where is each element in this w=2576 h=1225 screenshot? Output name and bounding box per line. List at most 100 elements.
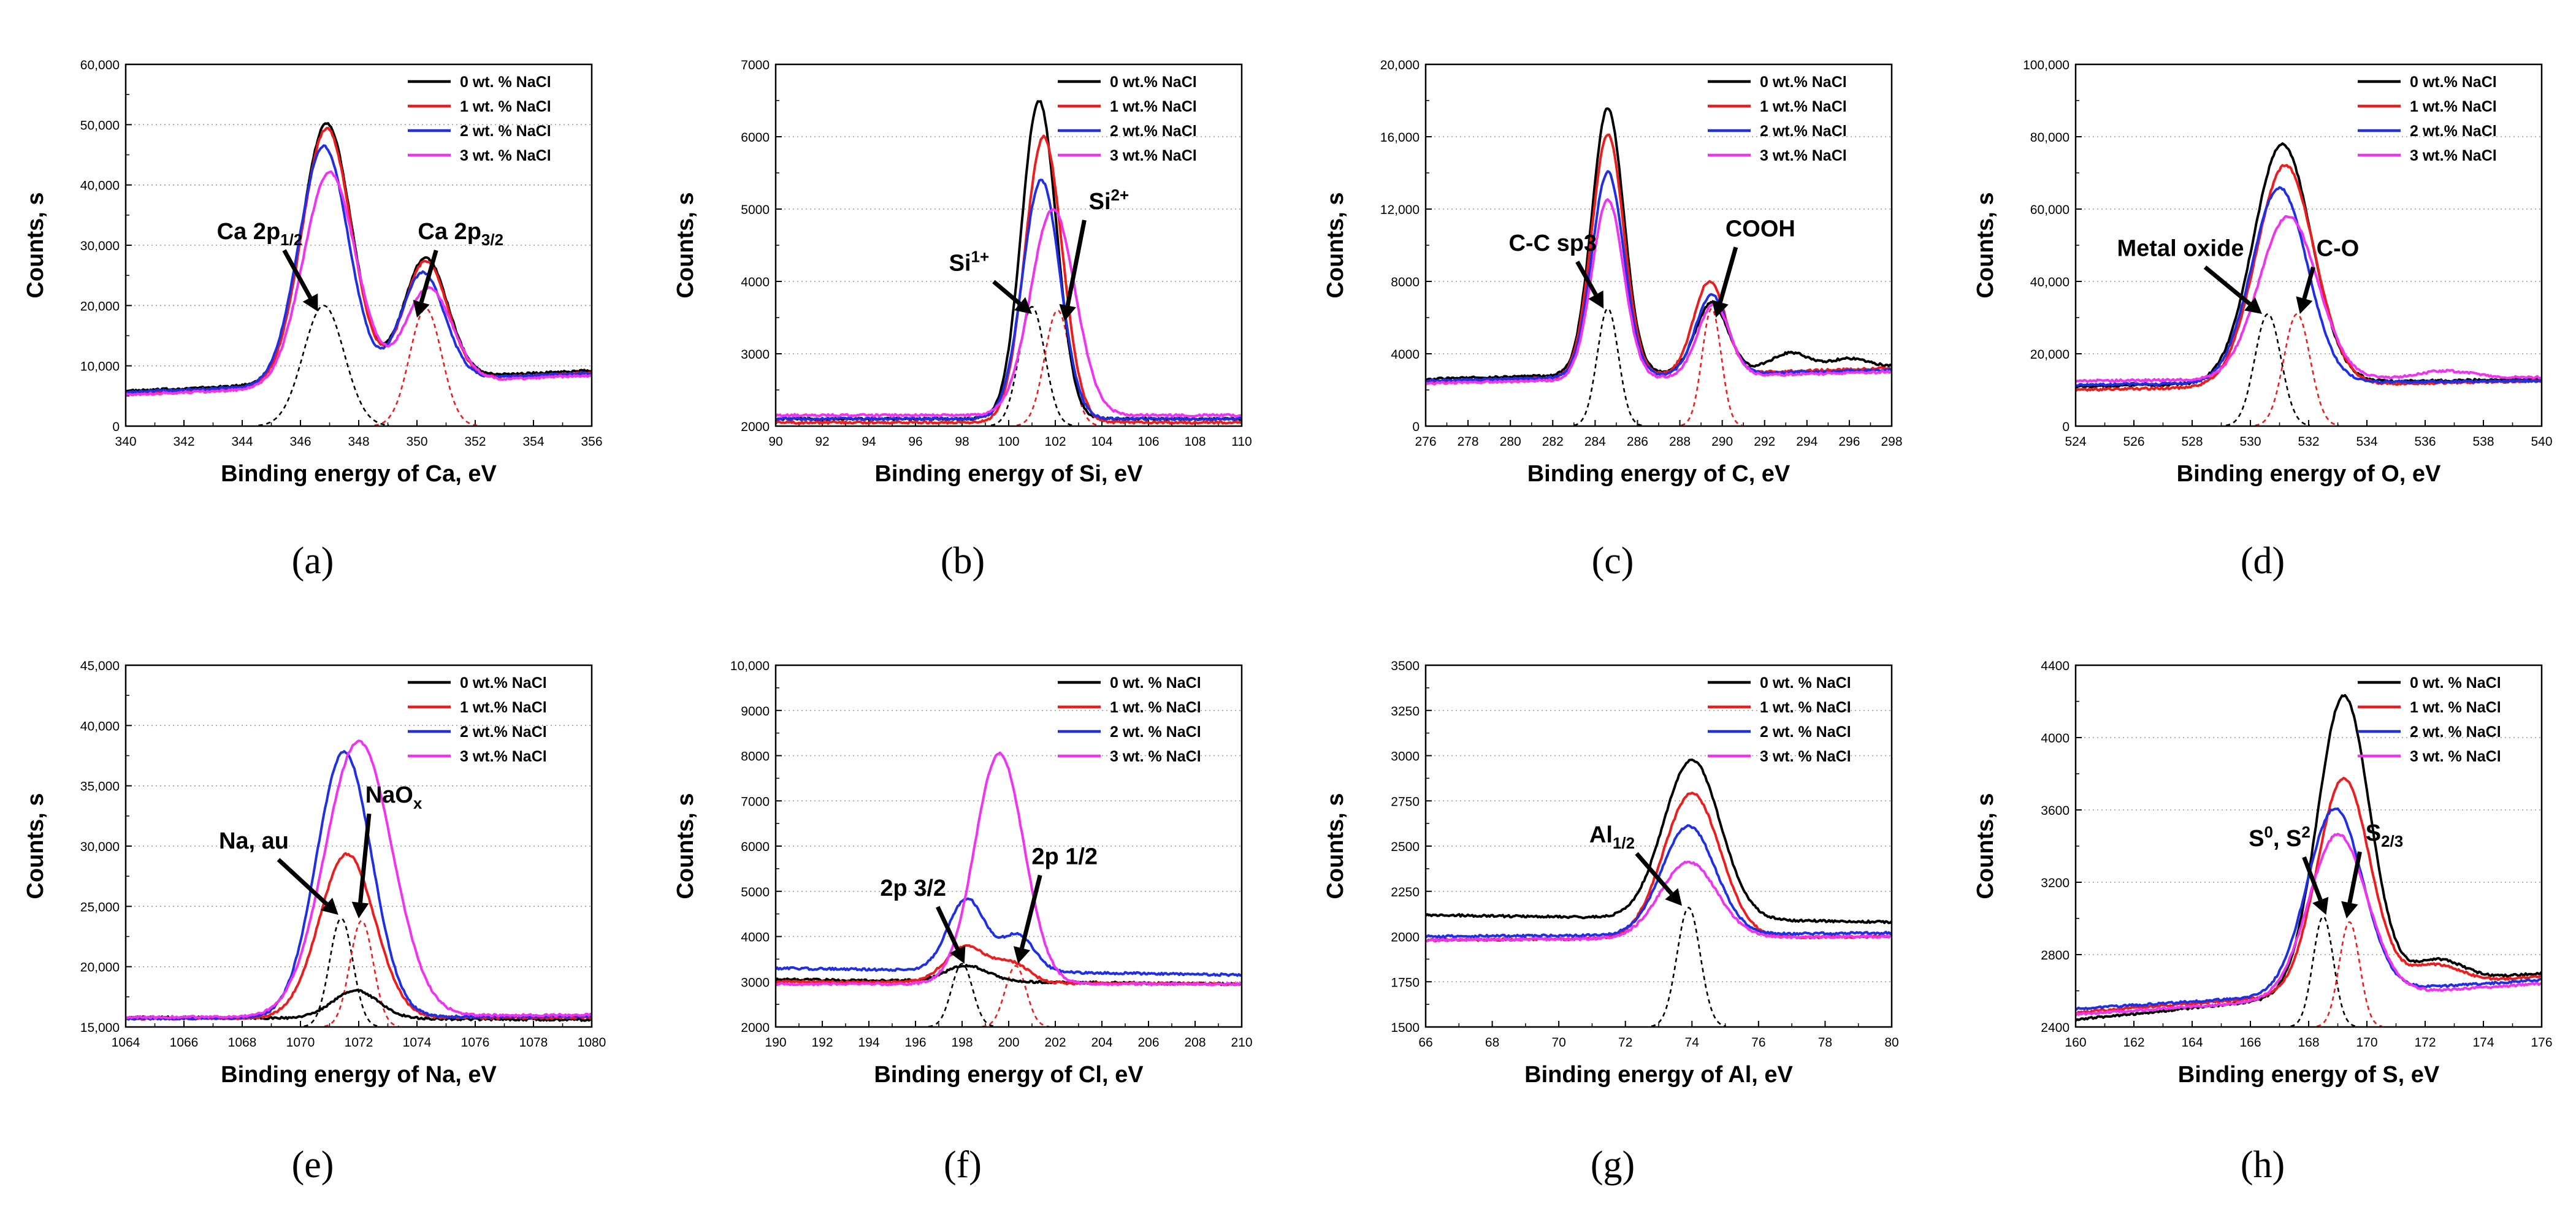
panel-e-x-axis-title: Binding energy of Na, eV — [221, 1062, 497, 1088]
panel-h-legend-label: 3 wt. % NaCl — [2410, 748, 2501, 765]
panel-g-xtick-label: 80 — [1884, 1036, 1898, 1050]
panel-g-ytick-label: 1750 — [1391, 975, 1420, 990]
panel-b-legend-label: 2 wt.% NaCl — [1110, 123, 1197, 140]
panel-g-y-axis-title: Counts, s — [1323, 793, 1348, 899]
panel-a-ytick-label: 40,000 — [80, 179, 120, 193]
panel-f-label: (f) — [944, 1144, 982, 1186]
panel-d-xtick-label: 524 — [2065, 435, 2086, 449]
panel-a-plot-frame — [124, 63, 593, 427]
panel-f-xtick-label: 192 — [811, 1036, 833, 1050]
panel-e-plot-frame — [124, 664, 593, 1028]
panel-c-ytick-label: 8000 — [1391, 275, 1420, 289]
panel-a-annotation-arrow-1 — [282, 249, 313, 299]
panel-f-legend-label: 0 wt. % NaCl — [1110, 674, 1201, 692]
panel-h-annotation-arrow-1 — [2302, 856, 2323, 901]
panel-a-xtick-label: 346 — [289, 435, 311, 449]
panel-a-label: (a) — [292, 540, 334, 582]
panel-e-legend-label: 2 wt.% NaCl — [460, 723, 547, 741]
panel-a-ytick-label: 10,000 — [80, 360, 120, 374]
panel-c-xtick-label: 280 — [1500, 435, 1521, 449]
panel-e-annotation-arrowhead-2 — [351, 901, 369, 918]
panel-c-xtick-label: 278 — [1458, 435, 1479, 449]
panel-a-legend-label: 2 wt. % NaCl — [460, 123, 551, 140]
panel-c-series-line-3 — [1426, 198, 1892, 386]
panel-f-ytick-label: 6000 — [741, 840, 770, 854]
panel-g-x-axis-title: Binding energy of Al, eV — [1524, 1062, 1793, 1088]
panel-d-ytick-label: 60,000 — [2030, 203, 2070, 217]
panel-c-xtick-label: 296 — [1838, 435, 1860, 449]
panel-a-ytick-label: 30,000 — [80, 239, 120, 253]
panel-f-ytick-label: 9000 — [741, 704, 770, 719]
panel-g-legend-label: 1 wt. % NaCl — [1760, 699, 1851, 716]
panel-b-legend-label: 0 wt.% NaCl — [1110, 74, 1197, 91]
panel-g-series-line-0 — [1426, 758, 1892, 925]
panel-c-legend-label: 0 wt.% NaCl — [1760, 74, 1847, 91]
panel-b-series-line-3 — [776, 208, 1242, 418]
panel-c-legend-label: 1 wt.% NaCl — [1760, 98, 1847, 115]
panel-b-component-curve-1 — [990, 305, 1074, 426]
panel-a-xtick-label: 352 — [464, 435, 486, 449]
panel-b-legend-label: 3 wt.% NaCl — [1110, 147, 1197, 164]
panel-h-legend-label: 0 wt. % NaCl — [2410, 674, 2501, 692]
panel-c-ytick-label: 20,000 — [1380, 58, 1420, 72]
panel-a-component-curve-1 — [258, 304, 389, 426]
panel-c-xtick-label: 284 — [1584, 435, 1606, 449]
panel-c-component-curve-2 — [1681, 307, 1743, 426]
panel-d-legend-label: 1 wt.% NaCl — [2410, 98, 2497, 115]
panel-a-xtick-label: 356 — [581, 435, 602, 449]
panel-g-ytick-label: 1500 — [1391, 1021, 1420, 1035]
panel-g-ytick-label: 2000 — [1391, 931, 1420, 945]
panel-b-xtick-label: 102 — [1044, 435, 1066, 449]
panel-h-annotation-2: S2/3 — [2366, 820, 2404, 850]
panel-g-xtick-label: 74 — [1685, 1036, 1700, 1050]
panel-a-series-line-3 — [126, 170, 592, 397]
panel-c-ytick-label: 16,000 — [1380, 131, 1420, 145]
panel-e-ytick-label: 15,000 — [80, 1021, 120, 1035]
panel-h-annotation-arrowhead-1 — [2312, 896, 2329, 915]
panel-h-annotation-arrow-2 — [2347, 851, 2362, 904]
panel-b-ytick-label: 7000 — [741, 58, 770, 72]
panel-h-xtick-label: 166 — [2239, 1036, 2261, 1050]
panel-f-xtick-label: 198 — [951, 1036, 973, 1050]
panel-h-ytick-label: 3200 — [2041, 876, 2070, 890]
panel-c-annotation-1: C-C sp3 — [1508, 231, 1597, 256]
panel-h-legend-label: 2 wt. % NaCl — [2410, 723, 2501, 741]
panel-g-ytick-label: 3500 — [1391, 659, 1420, 673]
panel-h-series-line-3 — [2076, 833, 2542, 1017]
panel-d-series-line-2 — [2076, 186, 2542, 387]
panel-b-legend-label: 1 wt.% NaCl — [1110, 98, 1197, 115]
panel-e-ytick-label: 30,000 — [80, 840, 120, 854]
panel-d-label: (d) — [2241, 540, 2285, 582]
panel-d-plot-frame — [2074, 63, 2543, 427]
panel-a-xtick-label: 344 — [231, 435, 253, 449]
panel-b-label: (b) — [941, 540, 985, 582]
panel-c-xtick-label: 292 — [1754, 435, 1775, 449]
panel-d-ytick-label: 20,000 — [2030, 348, 2070, 362]
panel-d-legend-label: 3 wt.% NaCl — [2410, 147, 2497, 164]
panel-a-xtick-label: 348 — [348, 435, 369, 449]
panel-a-annotation-2: Ca 2p3/2 — [418, 219, 503, 249]
panel-h-ytick-label: 4000 — [2041, 731, 2070, 746]
panel-g-label: (g) — [1591, 1144, 1635, 1186]
panel-c-xtick-label: 286 — [1627, 435, 1648, 449]
panel-d-xtick-label: 530 — [2239, 435, 2261, 449]
panel-f-x-axis-title: Binding energy of Cl, eV — [874, 1062, 1144, 1088]
panel-a-ytick-label: 20,000 — [80, 299, 120, 313]
panel-d-component-curve-1 — [2225, 313, 2310, 426]
panel-h-annotation-arrowhead-2 — [2341, 901, 2358, 918]
panel-d-xtick-label: 536 — [2414, 435, 2436, 449]
panel-c-x-axis-title: Binding energy of C, eV — [1527, 461, 1791, 487]
panel-b-xtick-label: 104 — [1091, 435, 1112, 449]
panel-h-ytick-label: 2800 — [2041, 948, 2070, 963]
panel-e-xtick-label: 1068 — [228, 1036, 257, 1050]
panel-b-annotation-arrowhead-1 — [1014, 297, 1032, 315]
panel-g-ytick-label: 3000 — [1391, 750, 1420, 764]
panel-e-xtick-label: 1066 — [170, 1036, 199, 1050]
panel-g-annotation-1: Al1/2 — [1589, 822, 1635, 852]
panel-f-xtick-label: 190 — [765, 1036, 786, 1050]
panel-e-annotation-1: Na, au — [219, 828, 289, 854]
panel-e: 15,000 20,000 25,000 30,000 35,000 40,000 45,0… — [23, 659, 606, 1186]
panel-e-annotation-arrow-2 — [358, 813, 372, 903]
panel-g-component-curve-1 — [1651, 906, 1726, 1027]
